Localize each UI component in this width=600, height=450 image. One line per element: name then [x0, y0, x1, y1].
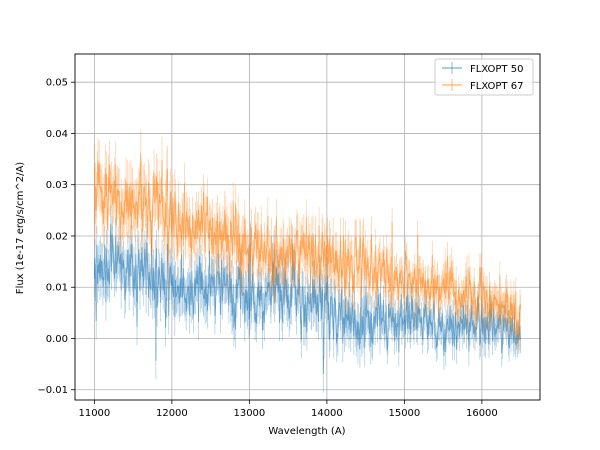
series-1	[93, 205, 522, 393]
y-tick-label: 0.04	[46, 129, 68, 140]
series-1-line	[93, 223, 522, 375]
y-tick-label: −0.01	[37, 385, 68, 396]
x-axis-label: Wavelength (A)	[268, 426, 345, 437]
x-tick-label: 14000	[311, 408, 343, 419]
plot-area	[75, 54, 540, 400]
x-tick-label: 16000	[466, 408, 498, 419]
series-2	[93, 130, 522, 353]
legend-label-series-2: FLXOPT 67	[470, 81, 523, 92]
x-tick-label: 12000	[156, 408, 188, 419]
x-tick-label: 11000	[78, 408, 110, 419]
legend: FLXOPT 50 FLXOPT 67	[434, 58, 534, 96]
axes-frame	[74, 53, 541, 401]
axes: 11000 12000 13000 14000 15000 16000 −0.01 0.00 0…	[37, 53, 541, 419]
y-axis-label: Flux (1e-17 erg/s/cm^2/A)	[15, 162, 26, 294]
y-tick-label: 0.05	[46, 78, 68, 89]
y-tick-label: 0.00	[46, 334, 68, 345]
legend-label-series-1: FLXOPT 50	[470, 64, 523, 75]
y-tick-label: 0.02	[46, 231, 68, 242]
x-tick-label: 15000	[388, 408, 420, 419]
y-tick-label: 0.01	[46, 283, 68, 294]
series-2-line	[93, 153, 522, 339]
x-tick-label: 13000	[233, 408, 265, 419]
y-tick-label: 0.03	[46, 180, 68, 191]
